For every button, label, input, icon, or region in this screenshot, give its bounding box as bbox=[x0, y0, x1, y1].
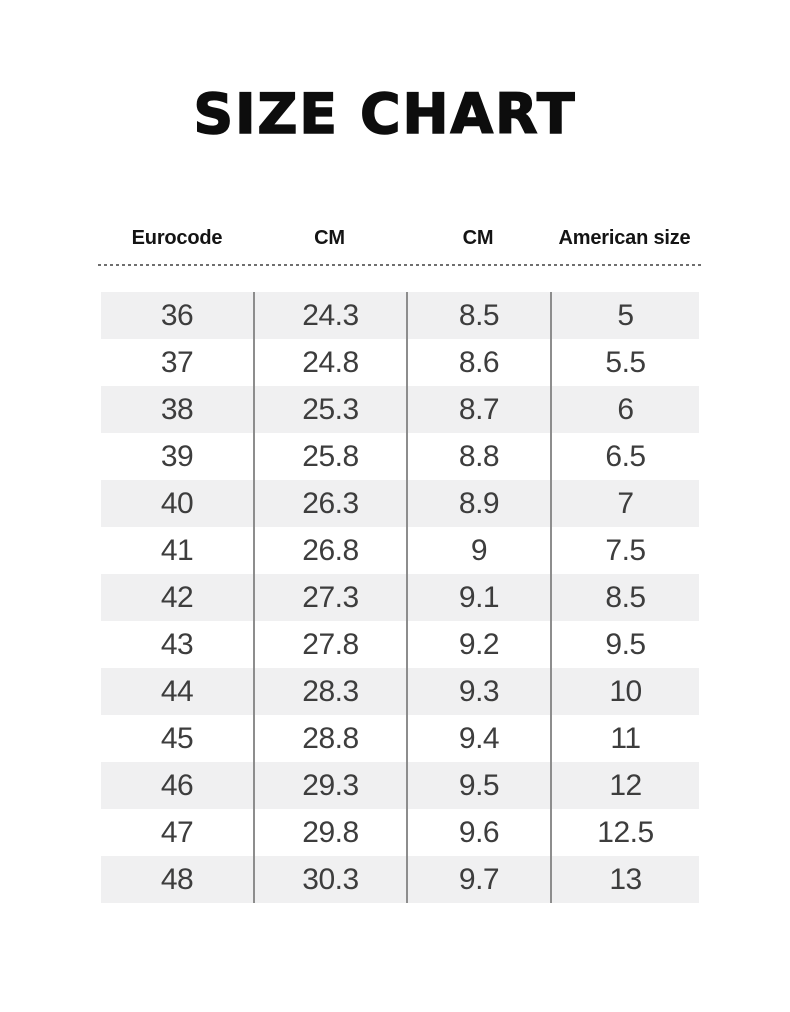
table-cell: 9.5 bbox=[550, 621, 699, 668]
table-cell: 6.5 bbox=[550, 433, 699, 480]
table-cell: 42 bbox=[160, 580, 194, 614]
table-row: 45 28.8 9.4 11 bbox=[101, 715, 699, 762]
table-cell: 9.3 bbox=[406, 668, 550, 715]
table-cell: 41 bbox=[160, 533, 194, 567]
column-header-american-size: American size bbox=[558, 226, 691, 249]
table-cell: 8.6 bbox=[406, 339, 550, 386]
table-cell: 9.5 bbox=[406, 762, 550, 809]
table-cell: 25.8 bbox=[253, 433, 406, 480]
table-cell: 28.3 bbox=[253, 668, 406, 715]
table-cell: 27.3 bbox=[253, 574, 406, 621]
table-cell: 12.5 bbox=[550, 809, 699, 856]
table-cell: 29.8 bbox=[253, 809, 406, 856]
table-cell: 48 bbox=[160, 862, 194, 896]
table-cell: 38 bbox=[160, 392, 194, 426]
column-header-cm-foot-width: CM bbox=[462, 226, 494, 249]
table-cell: 47 bbox=[160, 815, 194, 849]
table-cell: 29.3 bbox=[253, 762, 406, 809]
column-header-cm-foot-length: CM bbox=[314, 226, 345, 249]
table-row: 48 30.3 9.7 13 bbox=[101, 856, 699, 903]
table-cell: 36 bbox=[160, 298, 194, 332]
table-cell: 9 bbox=[406, 527, 550, 574]
page-title: SIZE CHART bbox=[193, 82, 577, 146]
table-cell: 8.9 bbox=[406, 480, 550, 527]
table-row: 39 25.8 8.8 6.5 bbox=[101, 433, 699, 480]
table-cell: 24.3 bbox=[253, 292, 406, 339]
table-cell: 7.5 bbox=[550, 527, 699, 574]
table-cell: 28.8 bbox=[253, 715, 406, 762]
table-row: 43 27.8 9.2 9.5 bbox=[101, 621, 699, 668]
table-row: 42 27.3 9.1 8.5 bbox=[101, 574, 699, 621]
table-cell: 5 bbox=[550, 292, 699, 339]
table-cell: 46 bbox=[160, 768, 194, 802]
table-cell: 8.7 bbox=[406, 386, 550, 433]
table-header-row: Eurocode CM CM American size bbox=[101, 222, 699, 254]
table-cell: 10 bbox=[550, 668, 699, 715]
table-cell: 9.1 bbox=[406, 574, 550, 621]
table-cell: 9.7 bbox=[406, 856, 550, 903]
table-cell: 7 bbox=[550, 480, 699, 527]
table-cell: 13 bbox=[550, 856, 699, 903]
table-cell: 8.8 bbox=[406, 433, 550, 480]
table-row: 44 28.3 9.3 10 bbox=[101, 668, 699, 715]
table-row: 37 24.8 8.6 5.5 bbox=[101, 339, 699, 386]
table-row: 41 26.8 9 7.5 bbox=[101, 527, 699, 574]
table-cell: 9.6 bbox=[406, 809, 550, 856]
table-cell: 39 bbox=[160, 439, 194, 473]
table-cell: 5.5 bbox=[550, 339, 699, 386]
table-cell: 27.8 bbox=[253, 621, 406, 668]
table-row: 47 29.8 9.6 12.5 bbox=[101, 809, 699, 856]
table-cell: 9.4 bbox=[406, 715, 550, 762]
table-cell: 11 bbox=[550, 715, 699, 762]
table-cell: 44 bbox=[160, 674, 194, 708]
table-cell: 9.2 bbox=[406, 621, 550, 668]
table-cell: 40 bbox=[160, 486, 194, 520]
table-body: 36 24.3 8.5 5 37 24.8 8.6 5.5 38 25.3 8.7 6 39 25.8 8.… bbox=[101, 292, 699, 903]
size-chart-table: Eurocode CM CM American size 36 24.3 8.5 5 3… bbox=[98, 222, 702, 903]
table-cell: 30.3 bbox=[253, 856, 406, 903]
table-row: 38 25.3 8.7 6 bbox=[101, 386, 699, 433]
column-header-eurocode: Eurocode bbox=[131, 226, 223, 249]
header-dashed-divider bbox=[98, 264, 702, 266]
table-cell: 8.5 bbox=[406, 292, 550, 339]
table-cell: 12 bbox=[550, 762, 699, 809]
table-row: 36 24.3 8.5 5 bbox=[101, 292, 699, 339]
table-cell: 43 bbox=[160, 627, 194, 661]
table-cell: 6 bbox=[550, 386, 699, 433]
table-cell: 26.8 bbox=[253, 527, 406, 574]
table-cell: 45 bbox=[160, 721, 194, 755]
table-cell: 24.8 bbox=[253, 339, 406, 386]
table-cell: 25.3 bbox=[253, 386, 406, 433]
table-row: 40 26.3 8.9 7 bbox=[101, 480, 699, 527]
table-cell: 26.3 bbox=[253, 480, 406, 527]
table-cell: 8.5 bbox=[550, 574, 699, 621]
table-cell: 37 bbox=[160, 345, 194, 379]
table-row: 46 29.3 9.5 12 bbox=[101, 762, 699, 809]
